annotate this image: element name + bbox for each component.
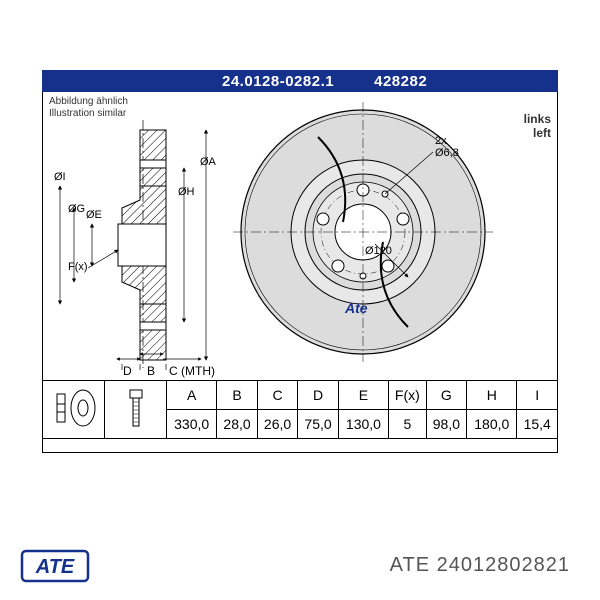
ate-watermark: Ate — [345, 300, 368, 316]
dim-G: ØG — [68, 203, 85, 215]
bolt-icon — [116, 384, 156, 432]
td-B: 28,0 — [217, 410, 258, 439]
dim-E: ØE — [86, 209, 102, 221]
td-F: 5 — [389, 410, 427, 439]
title-part-number: 24.0128-0282.1 — [222, 73, 334, 90]
subtitle-en: Illustration similar — [49, 108, 128, 120]
ate-logo: ATE — [20, 545, 90, 585]
hole-count: 2x — [435, 135, 447, 147]
disc-icon — [49, 384, 99, 432]
th-B: B — [217, 381, 258, 410]
dim-I: ØI — [54, 171, 66, 183]
dim-A: ØA — [200, 156, 217, 168]
th-D: D — [298, 381, 339, 410]
subtitle: Abbildung ähnlich Illustration similar — [49, 96, 128, 120]
catalog-label: ATE 24012802821 — [390, 554, 570, 577]
td-G: 98,0 — [426, 410, 467, 439]
table-header-row: A B C D E F(x) G H I — [43, 381, 558, 410]
dim-F: F(x) — [68, 261, 88, 273]
td-E: 130,0 — [338, 410, 388, 439]
cross-section-drawing: ØI ØG ØE ØH ØA F(x) — [48, 120, 218, 370]
catalog-number: 24012802821 — [437, 554, 570, 576]
th-I: I — [517, 381, 558, 410]
th-G: G — [426, 381, 467, 410]
title-bar: 24.0128-0282.1 428282 — [42, 70, 558, 92]
bolt-icon-cell — [105, 381, 167, 439]
title-short-number: 428282 — [374, 73, 427, 90]
svg-text:ATE: ATE — [35, 556, 75, 578]
brand-text: ATE — [390, 554, 430, 576]
diagram-area: Abbildung ähnlich Illustration similar l… — [43, 92, 557, 380]
subtitle-de: Abbildung ähnlich — [49, 96, 128, 108]
side-label-de: links — [524, 112, 551, 126]
th-A: A — [167, 381, 217, 410]
side-label-en: left — [524, 126, 551, 140]
th-C: C — [257, 381, 298, 410]
bcd-arrows — [103, 350, 223, 368]
td-D: 75,0 — [298, 410, 339, 439]
td-A: 330,0 — [167, 410, 217, 439]
td-C: 26,0 — [257, 410, 298, 439]
hole-dia: Ø6,8 — [435, 147, 459, 159]
bottom-bar: ATE ATE 24012802821 — [0, 540, 600, 600]
dim-H: ØH — [178, 186, 195, 198]
disc-icon-cell — [43, 381, 105, 439]
td-I: 15,4 — [517, 410, 558, 439]
th-H: H — [467, 381, 517, 410]
td-H: 180,0 — [467, 410, 517, 439]
th-F: F(x) — [389, 381, 427, 410]
dimension-table: A B C D E F(x) G H I 330,0 28,0 26,0 75,… — [42, 380, 558, 439]
side-label: links left — [524, 112, 551, 140]
face-view-drawing: Ø120 2x Ø6,8 — [233, 102, 493, 362]
bolt-circle-dia: Ø120 — [365, 245, 392, 257]
th-E: E — [338, 381, 388, 410]
